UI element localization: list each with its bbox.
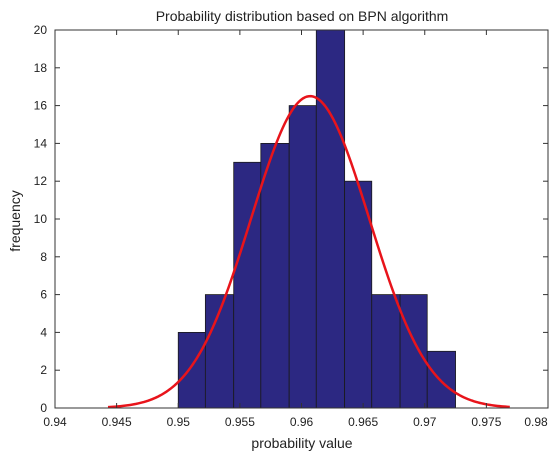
x-tick-label: 0.96 — [290, 415, 314, 429]
y-tick-label: 8 — [40, 250, 47, 264]
y-axis-ticks: 0 2 4 6 8 10 12 14 16 18 20 — [34, 23, 548, 415]
histogram-bar-8 — [371, 294, 401, 409]
y-tick-label: 6 — [40, 288, 47, 302]
histogram-bar-6 — [315, 29, 346, 409]
chart-title: Probability distribution based on BPN al… — [156, 8, 449, 24]
y-tick-label: 20 — [34, 23, 48, 37]
y-tick-label: 12 — [34, 174, 48, 188]
histogram-bars — [177, 29, 456, 409]
plot-area — [107, 29, 510, 409]
x-tick-label: 0.945 — [102, 415, 132, 429]
x-tick-label: 0.98 — [524, 415, 548, 429]
x-tick-label: 0.975 — [471, 415, 501, 429]
y-tick-label: 16 — [34, 99, 48, 113]
x-axis-ticks: 0.94 0.945 0.95 0.955 0.96 0.965 0.97 0.975 0.98 — [43, 30, 549, 429]
y-tick-label: 14 — [34, 136, 48, 150]
x-axis-title: probability value — [251, 435, 352, 451]
histogram-bar-4 — [260, 142, 290, 409]
x-tick-label: 0.97 — [413, 415, 437, 429]
y-tick-label: 18 — [34, 61, 48, 75]
y-tick-label: 0 — [40, 401, 47, 415]
y-tick-label: 4 — [40, 325, 47, 339]
x-tick-label: 0.965 — [348, 415, 378, 429]
histogram-bar-5 — [288, 105, 317, 409]
histogram-bar-9 — [399, 294, 428, 409]
y-tick-label: 2 — [40, 363, 47, 377]
x-tick-label: 0.955 — [225, 415, 255, 429]
x-tick-label: 0.95 — [167, 415, 191, 429]
x-tick-label: 0.94 — [43, 415, 67, 429]
y-tick-label: 10 — [34, 212, 48, 226]
y-axis-title: frequency — [7, 190, 23, 251]
histogram-bar-1 — [177, 331, 206, 409]
normal-fit-curve — [107, 94, 510, 409]
